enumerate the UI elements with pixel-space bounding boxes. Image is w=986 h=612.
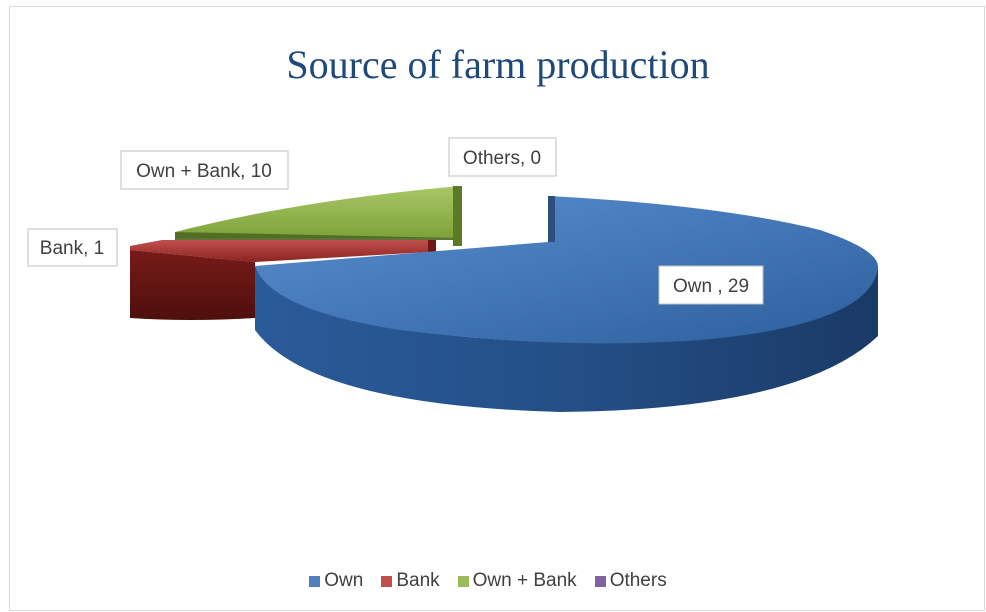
data-label-bank: Bank, 1 bbox=[27, 228, 118, 267]
data-label-own-text: Own , 29 bbox=[673, 276, 749, 297]
legend-label-others: Others bbox=[609, 570, 667, 591]
legend-item-own-plus-bank: Own + Bank bbox=[457, 570, 577, 592]
slice-bank bbox=[130, 240, 436, 320]
legend-swatch-others bbox=[594, 575, 606, 587]
chart-title: Source of farm production bbox=[286, 42, 710, 87]
legend-swatch-own-plus-bank bbox=[457, 575, 469, 587]
legend-label-bank: Bank bbox=[396, 570, 440, 591]
legend-item-own: Own bbox=[309, 570, 363, 592]
slice-own bbox=[255, 196, 879, 412]
slice-own-plus-bank bbox=[175, 186, 462, 246]
legend-label-own: Own bbox=[324, 570, 364, 591]
legend-label-own-plus-bank: Own + Bank bbox=[472, 570, 577, 591]
legend-item-bank: Bank bbox=[381, 570, 440, 592]
legend-item-others: Others bbox=[594, 570, 667, 592]
legend-swatch-bank bbox=[381, 575, 393, 587]
data-label-own-plus-bank-text: Own + Bank, 10 bbox=[136, 161, 272, 182]
data-label-own: Own , 29 bbox=[658, 265, 764, 305]
data-label-bank-text: Bank, 1 bbox=[40, 238, 104, 259]
data-label-own-plus-bank: Own + Bank, 10 bbox=[120, 150, 289, 190]
legend-swatch-own bbox=[309, 575, 321, 587]
data-label-others: Others, 0 bbox=[448, 137, 557, 177]
legend: Own Bank Own + Bank Others bbox=[0, 570, 976, 592]
data-label-others-text: Others, 0 bbox=[463, 148, 541, 169]
